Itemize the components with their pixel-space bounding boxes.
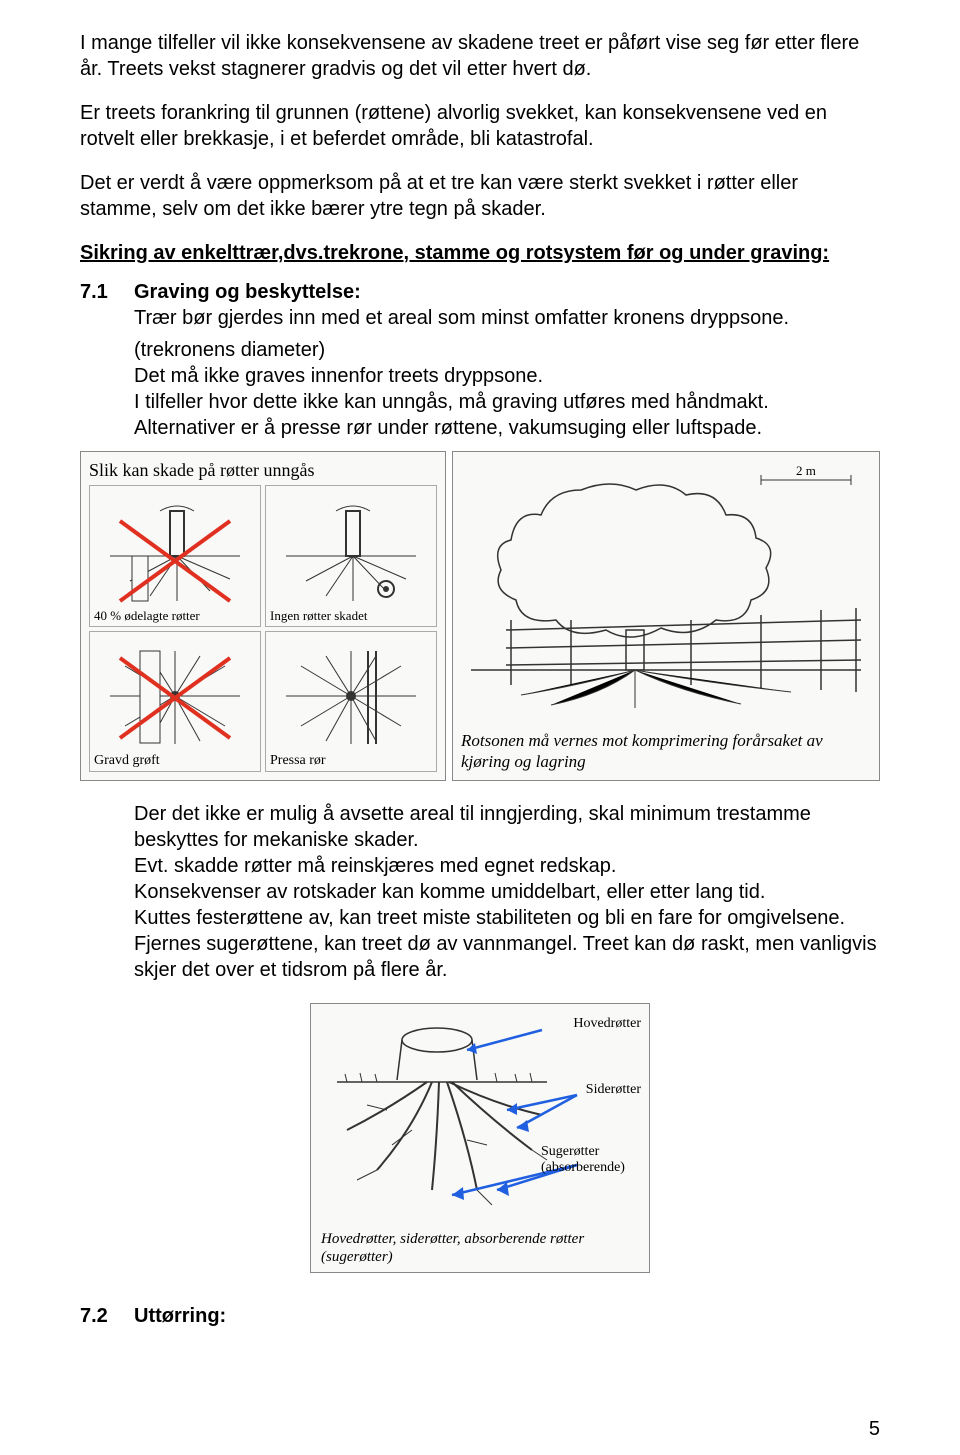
item-7-1: 7.1 Graving og beskyttelse: Trær bør gje…: [80, 279, 880, 331]
item-7-2-title: Uttørring:: [134, 1305, 226, 1327]
item-7-2-number: 7.2: [80, 1303, 118, 1329]
paragraph-3: Det er verdt å være oppmerksom på at et …: [80, 170, 880, 222]
figure-cell-4-label: Pressa rør: [270, 753, 432, 769]
root-figure-caption: Hovedrøtter, siderøtter, absorberende rø…: [321, 1230, 639, 1266]
figure-right-panel: 2 m: [452, 451, 880, 781]
paragraph-2: Er treets forankring til grunnen (røtten…: [80, 100, 880, 152]
root-label-sugerotter: Sugerøtter (absorberende): [541, 1144, 641, 1176]
after-figure-l5: Fjernes sugerøttene, kan treet dø av van…: [134, 931, 880, 983]
figure-cell-1: 40 % ødelagte røtter: [89, 485, 261, 627]
paragraph-1: I mange tilfeller vil ikke konsekvensene…: [80, 30, 880, 82]
section-heading: Sikring av enkelttrær,dvs.trekrone, stam…: [80, 242, 880, 265]
figure-measure-text: 2 m: [796, 463, 816, 478]
item-7-1-line1: Trær bør gjerdes inn med et areal som mi…: [134, 307, 789, 329]
item-7-1-line3: Det må ikke graves innenfor treets drypp…: [134, 363, 880, 389]
figure-row: Slik kan skade på røtter unngås: [80, 451, 880, 781]
figure-left-panel: Slik kan skade på røtter unngås: [80, 451, 446, 781]
root-label-hovedrotter: Hovedrøtter: [573, 1016, 641, 1032]
figure-cell-3-label: Gravd grøft: [94, 753, 256, 769]
figure-left-title: Slik kan skade på røtter unngås: [89, 460, 437, 481]
item-7-1-line4: I tilfeller hvor dette ikke kan unngås, …: [134, 389, 880, 415]
after-figure-l2: Evt. skadde røtter må reinskjæres med eg…: [134, 853, 880, 879]
root-anatomy-figure: Hovedrøtter Siderøtter Sugerøtter (absor…: [310, 1003, 650, 1273]
figure-cell-4: Pressa rør: [265, 631, 437, 773]
figure-cell-3: Gravd grøft: [89, 631, 261, 773]
item-7-1-line2: (trekronens diameter): [134, 337, 880, 363]
root-label-siderotter: Siderøtter: [586, 1082, 641, 1098]
item-7-1-line5: Alternativer er å presse rør under røtte…: [134, 415, 880, 441]
after-figure-l1: Der det ikke er mulig å avsette areal ti…: [134, 801, 880, 853]
page-number: 5: [869, 1418, 880, 1441]
figure-cell-1-label: 40 % ødelagte røtter: [94, 608, 256, 624]
figure-cell-2: Ingen røtter skadet: [265, 485, 437, 627]
after-figure-l3: Konsekvenser av rotskader kan komme umid…: [134, 879, 880, 905]
figure-cell-2-label: Ingen røtter skadet: [270, 608, 432, 624]
after-figure-l4: Kuttes festerøttene av, kan treet miste …: [134, 905, 880, 931]
figure-right-caption: Rotsonen må vernes mot komprimering forå…: [461, 730, 871, 773]
item-7-1-title: Graving og beskyttelse:: [134, 281, 361, 303]
item-7-1-number: 7.1: [80, 279, 118, 331]
item-7-2: 7.2 Uttørring:: [80, 1303, 880, 1329]
